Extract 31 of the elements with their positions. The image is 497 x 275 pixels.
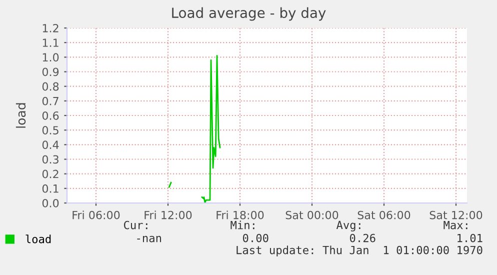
y-tick-label: 1.1	[42, 38, 58, 47]
text: 0.26	[350, 234, 376, 242]
chart-title: Load average - by day	[172, 7, 326, 21]
text: 0.00	[242, 234, 268, 242]
y-tick-label: 0.1	[42, 184, 58, 193]
y-tick-label: 0.4	[42, 140, 59, 150]
y-tick-label: 0.2	[42, 170, 58, 178]
text: Last update: Thu Jan 1 01:00:00 1970	[236, 246, 482, 256]
text: Min:	[230, 220, 254, 230]
y-tick-label: 0.5	[42, 126, 58, 134]
text: Max:	[444, 220, 468, 230]
y-tick-label: 0.0	[42, 198, 59, 208]
text: Cur:	[124, 220, 148, 230]
text: 1.01	[458, 234, 482, 242]
y-tick-label: 0.3	[42, 155, 58, 164]
y-axis-title: load	[16, 103, 26, 128]
text: Avg:	[336, 220, 360, 232]
x-tick-label: Sat 12:00	[430, 210, 482, 220]
y-tick-label: 0.7	[42, 96, 58, 106]
y-tick-label: 1.0	[42, 53, 59, 62]
text: -nan	[137, 236, 162, 242]
y-tick-label: 0.6	[42, 111, 59, 120]
x-tick-label: Fri 06:00	[72, 210, 120, 220]
y-tick-label: 1.2	[42, 24, 58, 32]
x-tick-label: Sat 06:00	[358, 210, 410, 220]
x-tick-label: Sat 00:00	[286, 210, 338, 220]
y-tick-label: 0.9	[42, 68, 59, 76]
x-tick-label: Fri 12:00	[144, 210, 192, 220]
x-tick-label: Fri 18:00	[216, 210, 264, 220]
y-tick-label: 0.8	[42, 82, 59, 91]
legend-label: load	[26, 234, 51, 244]
